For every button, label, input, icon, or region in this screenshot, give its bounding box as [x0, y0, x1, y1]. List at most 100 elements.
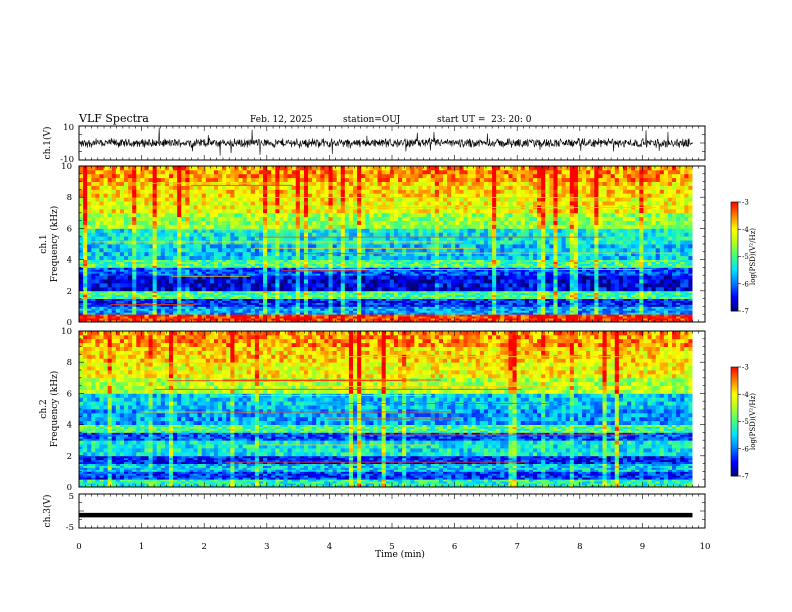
spectrogram-cell: [582, 271, 587, 274]
spectrogram-cell: [590, 294, 595, 298]
spectrogram-cell: [132, 279, 137, 284]
spectrogram-cell: [332, 255, 338, 260]
spectrogram-cell: [279, 275, 284, 280]
spectrogram-cell: [201, 247, 207, 253]
spectrogram-cell: [545, 318, 550, 321]
spectrogram-cell: [164, 236, 170, 241]
spectrogram-cell: [344, 294, 350, 298]
spectrogram-cell: [332, 316, 338, 319]
spectrogram-cell: [258, 316, 264, 319]
spectrogram-cell: [655, 312, 661, 315]
spectrogram-cell: [406, 302, 411, 305]
ch1-waveform-trace: [78, 125, 705, 161]
spectrogram-cell: [168, 259, 174, 262]
spectrogram-cell: [226, 283, 231, 288]
spectrogram-cell: [336, 306, 342, 309]
spectrogram-cell: [418, 265, 423, 268]
spectrogram-cell: [590, 298, 595, 301]
spectrogram-cell: [393, 279, 399, 284]
spectrogram-cell: [483, 300, 489, 303]
spectrogram-cell: [516, 263, 522, 266]
spectrogram-cell: [418, 292, 423, 296]
spectrogram-cell: [622, 261, 628, 264]
spectrogram-cell: [361, 298, 366, 301]
spectrogram-cell: [234, 316, 239, 319]
spectrogram-cell: [156, 244, 162, 249]
spectrogram-cell: [385, 286, 391, 292]
spectrogram-cell: [181, 236, 186, 241]
spectrogram-cell: [467, 286, 473, 292]
spectrogram-cell: [115, 273, 121, 276]
spectrogram-cell: [254, 296, 260, 299]
spectrogram-cell: [667, 292, 673, 296]
spectrogram-cell: [254, 273, 260, 276]
spectrogram-cell: [254, 292, 260, 296]
spectrogram-cell: [586, 255, 591, 260]
spectrogram-cell: [590, 300, 595, 303]
spectrogram-cell: [455, 304, 460, 307]
spectrogram-cell: [250, 271, 256, 274]
spectrogram-cell: [492, 286, 497, 292]
spectrogram-cell: [557, 320, 562, 323]
spectrogram-cell: [189, 261, 194, 264]
spectrogram-cell: [663, 240, 669, 245]
spectrogram-cell: [647, 286, 652, 292]
spectrogram-cell: [447, 312, 452, 315]
spectrogram-cell: [496, 318, 501, 321]
spectrogram-cell: [263, 294, 268, 298]
spectrogram-cell: [528, 267, 534, 270]
spectrogram-cell: [283, 314, 288, 317]
spectrogram-cell: [504, 304, 509, 307]
spectrogram-cell: [467, 269, 473, 272]
spectrogram-cell: [193, 251, 199, 257]
spectrogram-cell: [336, 316, 342, 319]
spectrogram-cell: [344, 300, 350, 303]
spectrogram-cell: [447, 283, 452, 288]
spectrogram-cell: [258, 244, 264, 249]
spectrogram-cell: [635, 265, 640, 268]
spectrogram-cell: [140, 273, 145, 276]
spectrogram-cell: [659, 314, 665, 317]
spectrogram-cell: [516, 298, 522, 301]
spectrogram-cell: [128, 304, 133, 307]
spectrogram-cell: [144, 271, 149, 274]
spectrogram-cell: [545, 275, 550, 280]
spectrogram-cell: [103, 273, 109, 276]
spectrogram-cell: [618, 302, 624, 305]
spectrogram-cell: [263, 292, 268, 296]
spectrogram-cell: [680, 300, 685, 303]
spectrogram-cell: [483, 244, 489, 249]
spectrogram-cell: [385, 312, 391, 315]
spectrogram-cell: [577, 294, 583, 298]
spectrogram-cell: [385, 306, 391, 309]
spectrogram-cell: [438, 318, 444, 321]
spectrogram-cell: [663, 310, 669, 313]
spectrogram-cell: [152, 294, 158, 298]
spectrogram-cell: [422, 294, 428, 298]
spectrogram-cell: [332, 275, 338, 280]
spectrogram-cell: [618, 283, 624, 288]
spectrogram-cell: [422, 251, 428, 257]
spectrogram-cell: [549, 269, 554, 272]
spectrogram-cell: [528, 247, 534, 253]
spectrogram-cell: [655, 265, 661, 268]
spectrogram-cell: [541, 244, 546, 249]
spectrogram-cell: [381, 306, 387, 309]
spectrogram-cell: [283, 300, 288, 303]
spectrogram-cell: [340, 255, 346, 260]
spectrogram-cell: [254, 320, 260, 323]
spectrogram-cell: [447, 302, 452, 305]
spectrogram-cell: [487, 306, 493, 309]
spectrogram-cell: [483, 306, 489, 309]
spectrogram-cell: [254, 261, 260, 264]
spectrogram-cell: [577, 265, 583, 268]
spectrogram-cell: [160, 267, 166, 270]
spectrogram-cell: [128, 318, 133, 321]
spectrogram-cell: [512, 290, 518, 294]
spectrogram-cell: [107, 275, 113, 280]
spectrogram-cell: [291, 306, 297, 309]
spectrogram-cell: [606, 310, 612, 313]
spectrogram-cell: [512, 273, 518, 276]
spectrogram-cell: [254, 316, 260, 319]
spectrogram-cell: [263, 244, 268, 249]
